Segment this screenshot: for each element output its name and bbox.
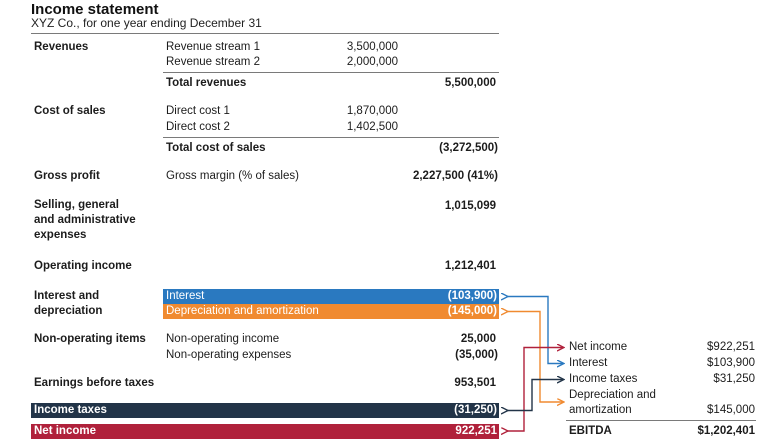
sga-value: 1,015,099	[444, 200, 496, 212]
ebitda-total-divider	[566, 420, 756, 421]
ebitda-da-label-line1: Depreciation and	[569, 389, 656, 401]
revenues-total-divider	[163, 72, 499, 73]
non-operating-expenses-label: Non-operating expenses	[166, 349, 292, 361]
ebitda-interest-value: $103,900	[707, 357, 755, 369]
net-income-bar: Net income 922,251	[31, 424, 499, 439]
interest-connector	[507, 297, 563, 364]
section-label-operating-income: Operating income	[34, 260, 132, 272]
total-revenues-value: 5,500,000	[444, 77, 496, 89]
section-label-sga-line1: Selling, general	[34, 199, 119, 211]
ebitda-taxes-label: Income taxes	[569, 373, 638, 385]
total-cost-of-sales-value: (3,272,500)	[439, 142, 498, 154]
revenue-stream-2-label: Revenue stream 2	[166, 56, 260, 68]
cost-total-divider	[163, 137, 499, 138]
page-title: Income statement	[31, 1, 159, 18]
section-label-interest-line2: depreciation	[34, 305, 103, 317]
total-revenues-label: Total revenues	[166, 77, 247, 89]
page-subtitle: XYZ Co., for one year ending December 31	[31, 16, 262, 30]
direct-cost-1-label: Direct cost 1	[166, 105, 230, 117]
interest-bar-label: Interest	[166, 290, 205, 302]
section-label-gross-profit: Gross profit	[34, 170, 100, 182]
income-taxes-connector	[507, 380, 563, 411]
ebitda-da-label-line2: amortization	[569, 404, 632, 416]
interest-bar: Interest (103,900)	[163, 289, 499, 304]
non-operating-expenses-value: (35,000)	[455, 349, 498, 361]
direct-cost-2-value: 1,402,500	[346, 121, 398, 133]
operating-income-value: 1,212,401	[444, 260, 496, 272]
non-operating-income-value: 25,000	[460, 333, 496, 345]
section-label-sga-line3: expenses	[34, 229, 87, 241]
depreciation-connector	[507, 312, 563, 403]
section-label-sga-line2: and administrative	[34, 214, 136, 226]
total-cost-of-sales-label: Total cost of sales	[166, 142, 266, 154]
income-taxes-bar: Income taxes (31,250)	[31, 403, 499, 418]
net-income-value: 922,251	[455, 425, 497, 437]
income-taxes-label: Income taxes	[34, 404, 107, 416]
income-taxes-value: (31,250)	[454, 404, 497, 416]
header-divider	[31, 33, 499, 34]
gross-margin-label: Gross margin (% of sales)	[166, 170, 299, 182]
direct-cost-1-value: 1,870,000	[346, 105, 398, 117]
depreciation-bar: Depreciation and amortization (145,000)	[163, 304, 499, 319]
section-label-ebt: Earnings before taxes	[34, 377, 155, 389]
revenue-stream-1-value: 3,500,000	[346, 41, 398, 53]
section-label-non-operating: Non-operating items	[34, 333, 146, 345]
ebt-value: 953,501	[454, 377, 496, 389]
net-income-label: Net income	[34, 425, 96, 437]
section-label-cost-of-sales: Cost of sales	[34, 105, 106, 117]
ebitda-net-income-value: $922,251	[707, 341, 755, 353]
ebitda-total-value: $1,202,401	[697, 425, 755, 437]
section-label-interest-line1: Interest and	[34, 290, 100, 302]
ebitda-da-value: $145,000	[707, 404, 755, 416]
ebitda-taxes-value: $31,250	[713, 373, 755, 385]
depreciation-bar-value: (145,000)	[447, 305, 497, 317]
revenue-stream-2-value: 2,000,000	[346, 56, 398, 68]
ebitda-interest-label: Interest	[569, 357, 608, 369]
section-label-revenues: Revenues	[34, 41, 89, 53]
revenue-stream-1-label: Revenue stream 1	[166, 41, 260, 53]
depreciation-bar-label: Depreciation and amortization	[166, 305, 319, 317]
non-operating-income-label: Non-operating income	[166, 333, 280, 345]
interest-bar-value: (103,900)	[447, 290, 497, 302]
net-income-connector	[507, 348, 563, 432]
ebitda-net-income-label: Net income	[569, 341, 628, 353]
direct-cost-2-label: Direct cost 2	[166, 121, 230, 133]
gross-profit-value: 2,227,500 (41%)	[412, 170, 498, 182]
ebitda-total-label: EBITDA	[569, 425, 612, 437]
